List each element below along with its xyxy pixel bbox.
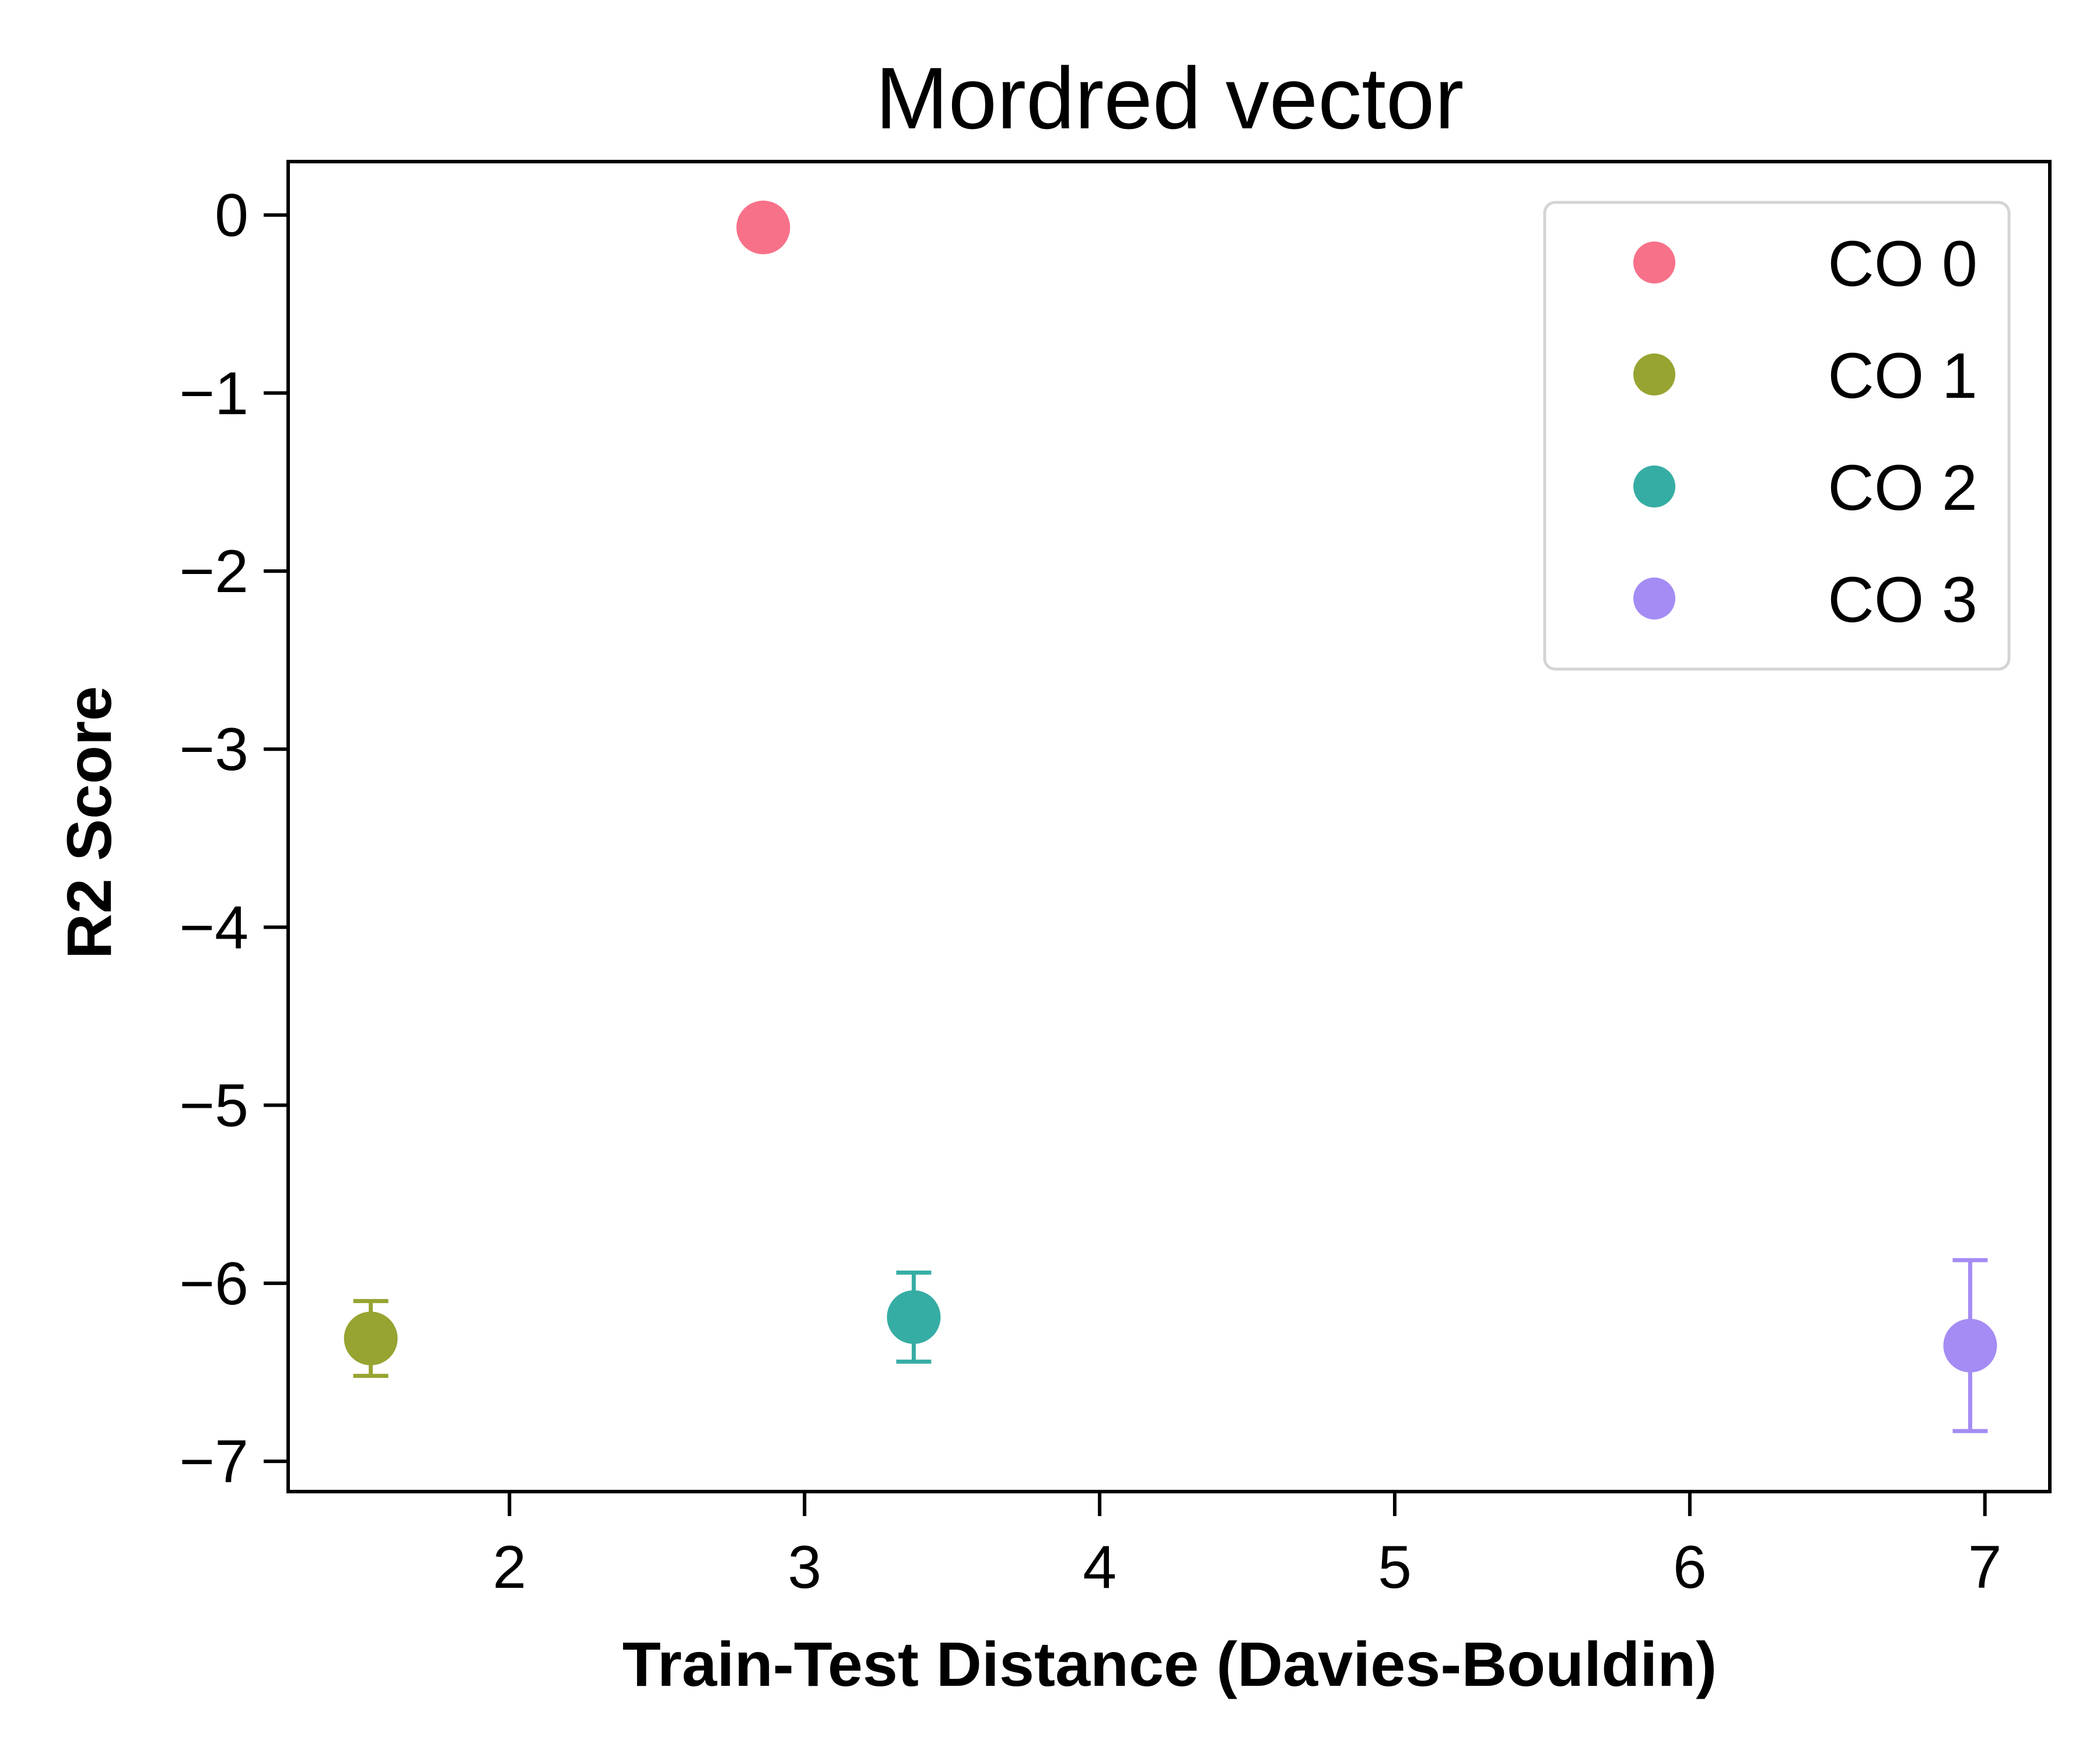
legend-marker xyxy=(1633,466,1675,508)
x-tick-label: 7 xyxy=(1968,1534,2002,1601)
y-tick-label: −5 xyxy=(179,1072,249,1140)
chart-title: Mordred vector xyxy=(876,49,1464,147)
data-point-co-3 xyxy=(1943,1318,1997,1373)
x-tick-label: 5 xyxy=(1378,1534,1412,1601)
data-point-co-2 xyxy=(887,1290,941,1344)
data-point-co-1 xyxy=(344,1311,398,1366)
legend-label: CO 2 xyxy=(1828,452,1978,524)
y-tick-label: −6 xyxy=(179,1250,249,1318)
legend-box xyxy=(1543,201,2011,671)
x-tick-label: 2 xyxy=(492,1534,526,1601)
legend: CO 0 CO 1 CO 2 CO 3 xyxy=(1543,201,2011,671)
y-tick-label: −3 xyxy=(179,716,249,783)
x-axis-label: Train-Test Distance (Davies-Bouldin) xyxy=(622,1629,1717,1699)
y-axis-label: R2 Score xyxy=(54,686,124,959)
y-tick-label: −2 xyxy=(179,538,249,606)
y-tick-label: −4 xyxy=(179,894,249,961)
y-tick-label: −7 xyxy=(179,1428,249,1496)
axis-ticks: 2 3 4 5 6 7 0 −1 −2 −3 −4 −5 −6 −7 xyxy=(179,182,2001,1601)
legend-marker xyxy=(1633,578,1675,620)
legend-marker xyxy=(1633,354,1675,396)
data-points xyxy=(344,200,1997,1373)
legend-marker xyxy=(1633,242,1675,284)
legend-label: CO 1 xyxy=(1828,340,1978,412)
y-tick-label: −1 xyxy=(179,360,249,428)
y-tick-label: 0 xyxy=(215,182,249,250)
x-tick-label: 4 xyxy=(1083,1534,1116,1601)
x-tick-label: 3 xyxy=(788,1534,821,1601)
x-tick-label: 6 xyxy=(1673,1534,1707,1601)
error-bars xyxy=(353,1258,1988,1433)
plot-frame xyxy=(286,160,2052,1493)
legend-label: CO 0 xyxy=(1828,228,1978,300)
legend-label: CO 3 xyxy=(1828,564,1978,636)
data-point-co-0 xyxy=(736,200,790,254)
